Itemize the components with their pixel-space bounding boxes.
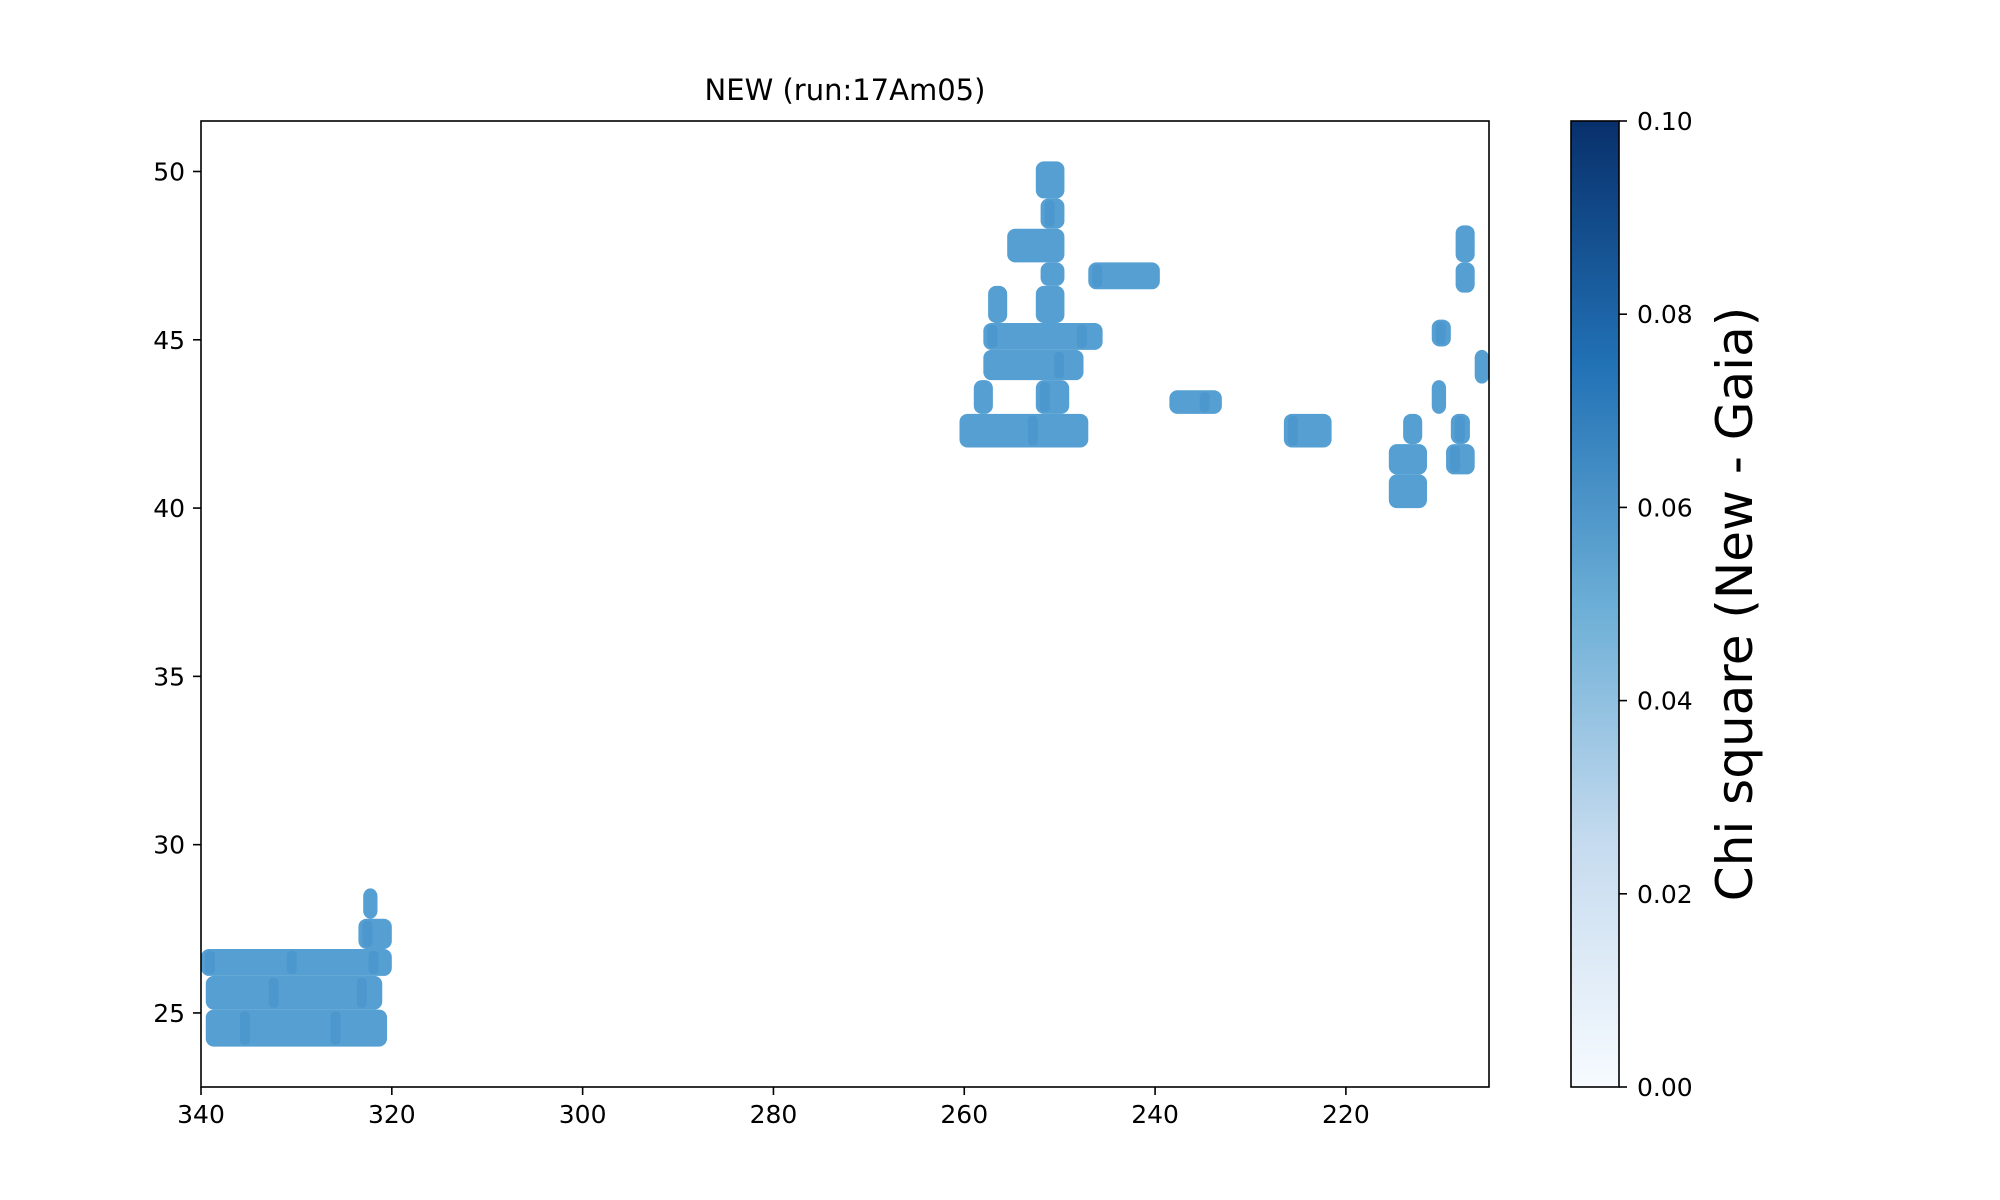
data-region-stripe — [268, 977, 279, 1008]
data-region — [1388, 474, 1427, 509]
colorbar-tick-label: 0.04 — [1637, 687, 1693, 716]
data-region-fill — [1455, 262, 1475, 293]
y-tick-label: 25 — [153, 999, 185, 1028]
data-region-fill — [983, 349, 1084, 381]
data-region — [1007, 228, 1065, 263]
y-axis: 25 30 35 40 45 50 — [153, 157, 201, 1028]
data-region-fill — [363, 888, 378, 919]
x-tick-label: 260 — [940, 1100, 988, 1129]
x-axis: 340 320 300 280 260 240 220 — [177, 1087, 1370, 1129]
plot-frame — [200, 120, 1490, 1088]
data-region-stripe — [368, 951, 379, 974]
data-region-fill — [1088, 262, 1160, 290]
x-tick-label: 280 — [750, 1100, 798, 1129]
data-region-fill — [1007, 228, 1065, 263]
data-region-fill — [959, 413, 1089, 448]
data-region — [1455, 262, 1475, 293]
x-tick-label: 300 — [559, 1100, 607, 1129]
data-region-fill — [1040, 262, 1065, 286]
data-region-fill — [205, 1009, 388, 1047]
data-region — [1431, 319, 1451, 347]
plot-area — [201, 161, 1489, 1047]
colorbar: 0.00 0.02 0.04 0.06 0.08 0.10 Chi square (New… — [1570, 107, 1764, 1102]
y-tick-label: 30 — [153, 831, 185, 860]
data-region-fill — [1474, 349, 1489, 384]
data-region-stripe — [1044, 200, 1055, 227]
data-region-stripe — [1054, 351, 1065, 379]
colorbar-scale — [1570, 120, 1620, 1088]
colorbar-label: Chi square (New - Gaia) — [1706, 307, 1764, 901]
data-region-stripe — [356, 977, 367, 1008]
data-region-stripe — [1092, 264, 1103, 288]
data-region — [1169, 390, 1222, 414]
data-region — [1040, 262, 1065, 286]
data-region-fill — [973, 380, 993, 414]
data-region-stripe — [286, 951, 297, 974]
x-tick-label: 320 — [368, 1100, 416, 1129]
data-region-fill — [1431, 380, 1447, 414]
data-region-fill — [205, 975, 383, 1010]
data-region — [1088, 262, 1160, 290]
colorbar-tick-label: 0.02 — [1637, 880, 1693, 909]
data-region — [988, 285, 1008, 323]
data-region — [201, 949, 392, 976]
data-region-stripe — [1450, 446, 1461, 473]
data-region-fill — [1388, 474, 1427, 509]
data-region-fill — [1388, 444, 1427, 475]
data-region-stripe — [239, 1011, 250, 1045]
data-region — [1431, 380, 1447, 414]
data-region-stripe — [987, 324, 998, 348]
x-tick-label: 340 — [177, 1100, 225, 1129]
data-region-stripe — [205, 951, 215, 974]
data-region-stripe — [1454, 415, 1465, 443]
data-region-fill — [1455, 225, 1475, 263]
x-tick-label: 220 — [1322, 1100, 1370, 1129]
x-tick-label: 240 — [1131, 1100, 1179, 1129]
data-region — [358, 918, 392, 949]
data-region — [1446, 444, 1475, 475]
data-region-stripe — [1076, 324, 1087, 348]
data-region-stripe — [1199, 392, 1210, 412]
data-region — [1403, 413, 1423, 445]
data-region — [983, 349, 1084, 381]
data-region — [1450, 413, 1470, 445]
colorbar-tick-label: 0.10 — [1637, 107, 1693, 136]
data-region — [1035, 285, 1065, 323]
data-region — [983, 322, 1103, 350]
data-region — [959, 413, 1089, 448]
data-region — [973, 380, 993, 414]
data-region-stripe — [1287, 415, 1298, 446]
data-region-fill — [988, 285, 1008, 323]
data-region-fill — [1169, 390, 1222, 414]
data-region — [1388, 444, 1427, 475]
data-region — [205, 1009, 388, 1047]
data-region — [1035, 161, 1065, 199]
chart-title: NEW (run:17Am05) — [705, 73, 986, 107]
data-region — [1455, 225, 1475, 263]
data-region-stripe — [1027, 415, 1038, 446]
y-tick-label: 35 — [153, 662, 185, 691]
colorbar-tick-label: 0.00 — [1637, 1073, 1693, 1102]
y-tick-label: 50 — [153, 157, 185, 186]
data-region-fill — [1403, 413, 1423, 445]
y-tick-label: 45 — [153, 326, 185, 355]
data-region — [205, 975, 383, 1010]
data-region — [1040, 198, 1065, 229]
colorbar-ticks: 0.00 0.02 0.04 0.06 0.08 0.10 — [1619, 107, 1693, 1102]
y-tick-label: 40 — [153, 494, 185, 523]
data-region-stripe — [1435, 321, 1446, 345]
data-region-stripe — [330, 1011, 341, 1045]
colorbar-tick-label: 0.08 — [1637, 300, 1693, 329]
data-region — [1035, 380, 1070, 414]
data-region — [1283, 413, 1332, 448]
data-region — [1474, 349, 1489, 384]
data-region-fill — [1035, 161, 1065, 199]
data-region-stripe — [1039, 382, 1050, 412]
data-region-fill — [983, 322, 1103, 350]
data-region-fill — [1035, 285, 1065, 323]
data-region — [363, 888, 378, 919]
colorbar-tick-label: 0.06 — [1637, 493, 1693, 522]
data-region-stripe — [362, 920, 373, 947]
